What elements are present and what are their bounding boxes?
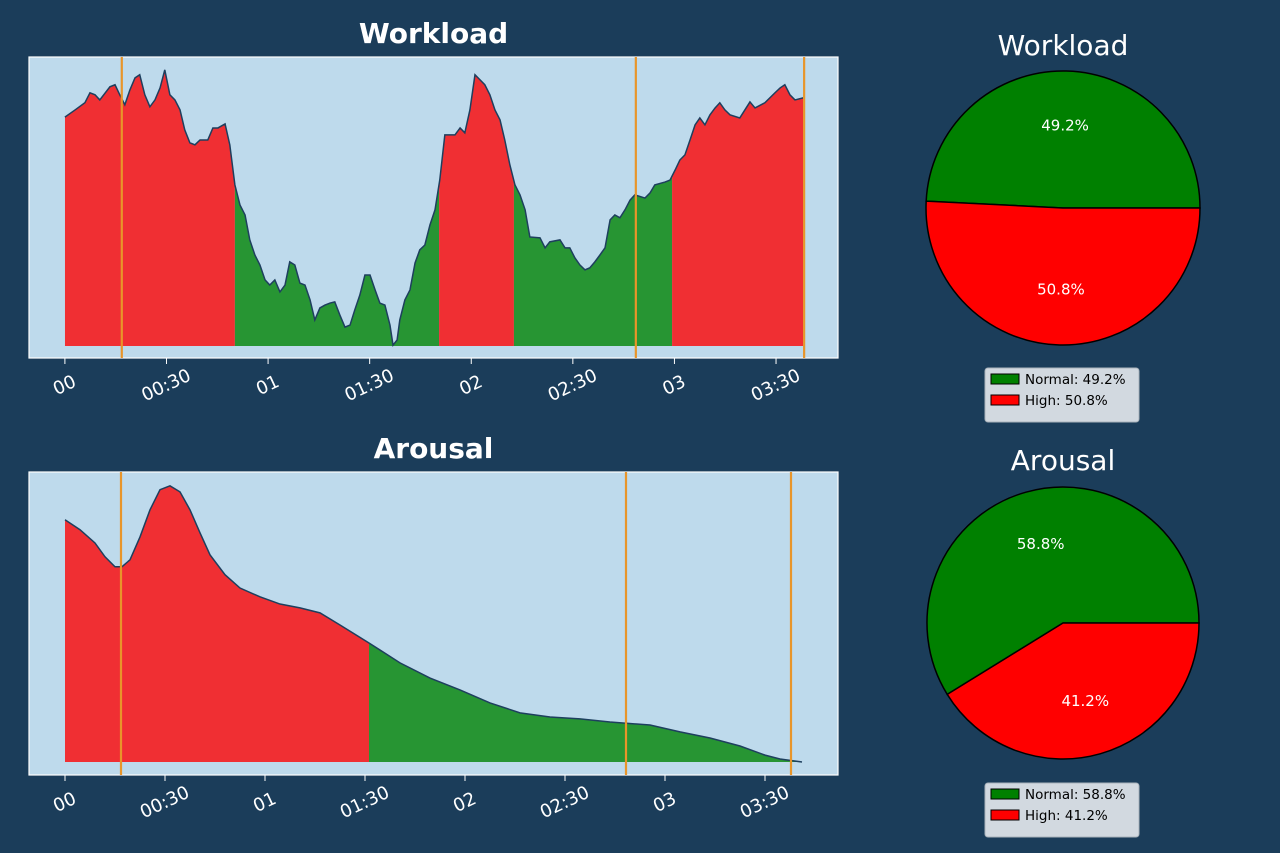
slice-label: 49.2% xyxy=(1041,116,1089,134)
pie-slice xyxy=(925,70,1201,209)
area-segment xyxy=(672,84,804,346)
legend-label: High: 41.2% xyxy=(1025,808,1108,824)
area-segment xyxy=(439,74,514,346)
chart-title: Arousal xyxy=(1011,444,1115,477)
slice-label: 50.8% xyxy=(1037,281,1085,299)
legend-label: Normal: 49.2% xyxy=(1025,372,1126,388)
slice-label: 58.8% xyxy=(1017,535,1065,553)
pie-slice xyxy=(926,486,1200,696)
line xyxy=(64,69,804,347)
legend-swatch xyxy=(990,809,1020,821)
area-segment xyxy=(65,485,369,763)
line xyxy=(64,484,803,763)
area-segment xyxy=(64,69,235,346)
legend-swatch xyxy=(990,788,1020,800)
pie-slice xyxy=(946,622,1200,760)
chart-title: Workload xyxy=(359,17,508,50)
legend xyxy=(984,367,1140,423)
area-segment xyxy=(234,184,440,346)
area-segment xyxy=(513,176,673,346)
chart-title: Arousal xyxy=(374,432,494,465)
legend-label: Normal: 58.8% xyxy=(1025,787,1126,803)
legend-label: High: 50.8% xyxy=(1025,393,1108,409)
pie-slice xyxy=(925,200,1201,346)
legend-swatch xyxy=(990,394,1020,406)
slice-label: 41.2% xyxy=(1061,692,1109,710)
chart-title: Workload xyxy=(998,29,1129,62)
legend-swatch xyxy=(990,373,1020,385)
area-segment xyxy=(369,642,802,763)
legend xyxy=(984,782,1140,838)
